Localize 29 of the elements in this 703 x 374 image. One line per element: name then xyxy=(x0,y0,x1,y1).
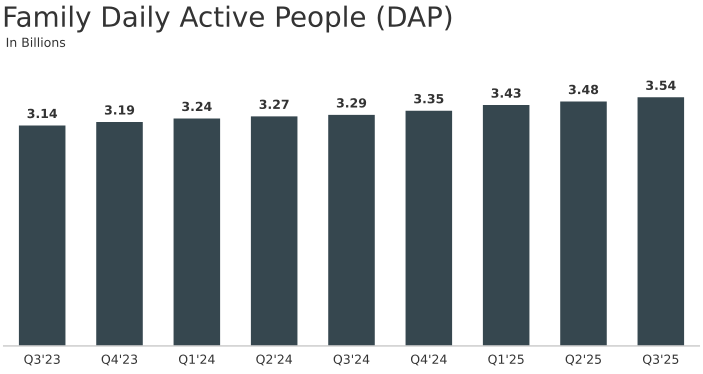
data-label: 3.24 xyxy=(182,102,212,112)
x-tick-label: Q3'24 xyxy=(334,354,370,366)
data-label: 3.48 xyxy=(568,84,598,94)
x-tick-label: Q1'24 xyxy=(178,354,215,366)
bar xyxy=(172,117,222,346)
x-tick-label: Q4'24 xyxy=(410,354,447,366)
data-label: 3.14 xyxy=(28,108,58,118)
x-tick-label: Q2'24 xyxy=(256,354,292,366)
x-tick-label: Q3'23 xyxy=(24,354,60,366)
x-tick-label: Q4'23 xyxy=(102,354,138,366)
bar xyxy=(481,104,531,346)
data-label: 3.27 xyxy=(260,100,289,110)
data-label: 3.35 xyxy=(414,94,444,104)
bar xyxy=(636,96,686,346)
bar xyxy=(558,100,608,346)
x-tick-label: Q1'25 xyxy=(488,354,524,366)
data-label: 3.43 xyxy=(492,88,521,98)
x-tick-label: Q2'25 xyxy=(566,354,601,366)
bar xyxy=(94,120,144,346)
data-label: 3.54 xyxy=(646,80,676,90)
chart-title: Family Daily Active People (DAP) xyxy=(4,6,452,32)
bar xyxy=(250,114,299,346)
chart-subtitle: In Billions xyxy=(6,37,66,48)
data-label: 3.19 xyxy=(104,105,134,115)
bar xyxy=(326,114,376,346)
bar xyxy=(404,109,454,346)
x-tick-label: Q3'25 xyxy=(642,354,678,366)
bar xyxy=(18,124,67,346)
data-label: 3.29 xyxy=(336,98,366,108)
